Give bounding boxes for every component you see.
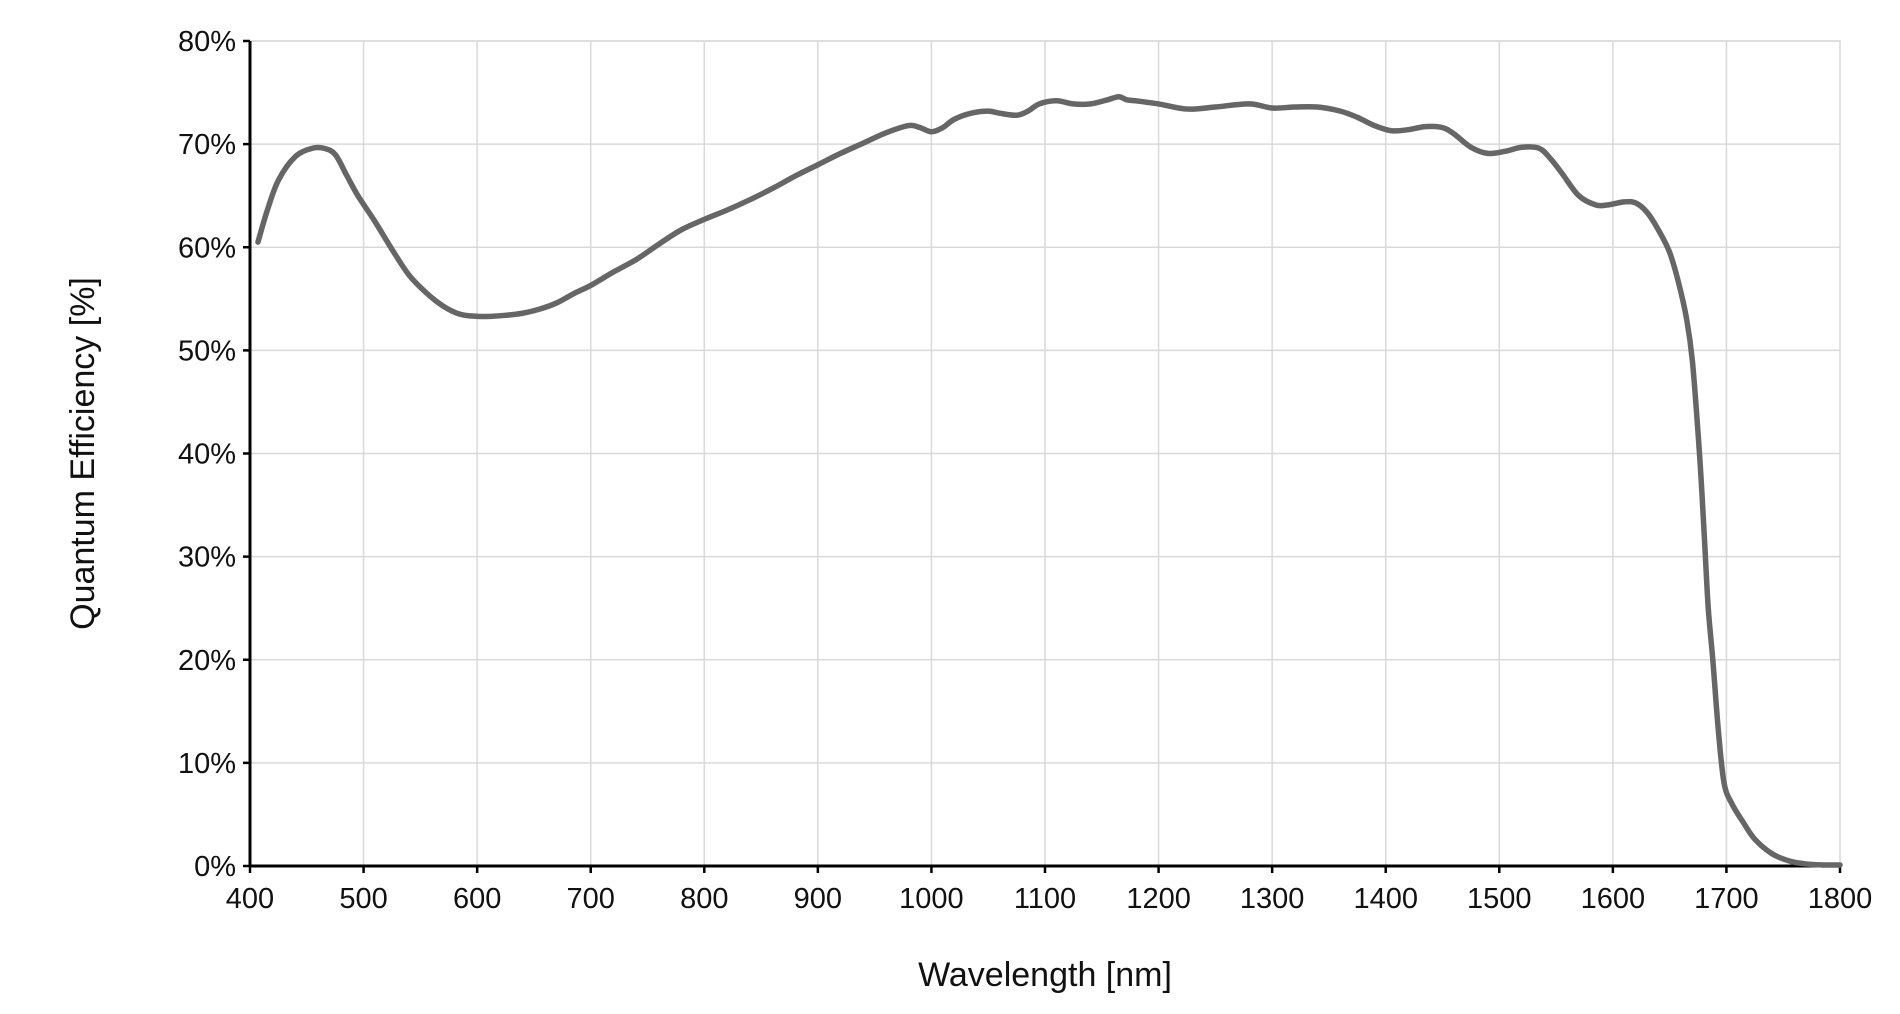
gridlines [250, 40, 1840, 866]
y-tick-label-7: 70% [178, 129, 236, 161]
x-tick-label-11: 1500 [1467, 883, 1532, 915]
y-tick-label-2: 20% [178, 645, 236, 677]
x-tick-label-2: 600 [453, 883, 501, 915]
axes [243, 39, 1842, 873]
y-axis-title: Quantum Efficiency [%] [64, 277, 102, 630]
tick-labels: 0% 10% 20% 30% 40% 50% 60% 70% 80% 400 500 600 700 80… [178, 26, 1872, 915]
x-tick-label-8: 1200 [1126, 883, 1191, 915]
series-line-0 [255, 93, 1843, 868]
y-tick-label-6: 60% [178, 232, 236, 264]
x-tick-label-13: 1700 [1694, 883, 1759, 915]
x-tick-label-0: 400 [226, 883, 274, 915]
x-tick-label-4: 800 [680, 883, 728, 915]
x-axis-title: Wavelength [nm] [918, 956, 1172, 994]
x-tick-label-1: 500 [339, 883, 387, 915]
x-tick-label-5: 900 [794, 883, 842, 915]
x-tick-label-10: 1400 [1353, 883, 1418, 915]
y-tick-label-1: 10% [178, 748, 236, 780]
series-layer [255, 93, 1843, 868]
y-tick-label-0: 0% [194, 851, 236, 883]
y-tick-label-4: 40% [178, 439, 236, 471]
x-tick-label-9: 1300 [1240, 883, 1305, 915]
x-tick-label-6: 1000 [899, 883, 964, 915]
x-tick-label-7: 1100 [1014, 883, 1076, 915]
x-tick-label-3: 700 [567, 883, 615, 915]
y-tick-label-3: 30% [178, 542, 236, 574]
y-tick-label-8: 80% [178, 26, 236, 58]
y-tick-label-5: 50% [178, 335, 236, 367]
x-tick-label-12: 1600 [1581, 883, 1646, 915]
x-tick-label-14: 1800 [1808, 883, 1873, 915]
